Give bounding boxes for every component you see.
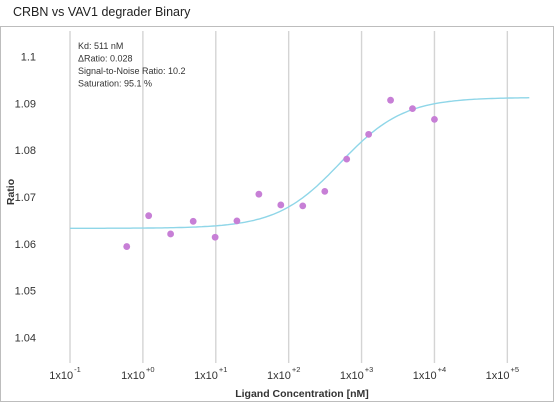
- data-point: [431, 115, 438, 123]
- data-point: [167, 230, 175, 238]
- chart-frame: 1.04 1.05 1.06 1.07 1.08 1.09 1.1 1x10-1 1x10+0…: [0, 26, 554, 402]
- data-point: [299, 202, 307, 210]
- y-tick-label: 1.06: [15, 239, 36, 251]
- annotation-line: Signal-to-Noise Ratio: 10.2: [78, 66, 186, 76]
- x-axis-label: Ligand Concentration [nM]: [235, 388, 369, 400]
- annotation-box: Kd: 511 nM ΔRatio: 0.028 Signal-to-Noise R…: [78, 41, 186, 89]
- data-points: [123, 96, 438, 250]
- y-tick-label: 1.04: [15, 332, 36, 344]
- annotation-line: Saturation: 95.1 %: [78, 79, 152, 89]
- data-point: [387, 96, 394, 104]
- data-point: [321, 187, 329, 195]
- y-tick-label: 1.09: [15, 98, 36, 110]
- y-tick-label: 1.07: [15, 192, 36, 204]
- y-axis-label: Ratio: [5, 179, 17, 205]
- x-tick-label: 1x10+4: [413, 365, 446, 382]
- x-tick-labels: 1x10-1 1x10+0 1x10+1 1x10+2 1x10+3 1x10+4 1x10…: [49, 365, 519, 382]
- data-point: [189, 217, 197, 225]
- data-point: [277, 201, 285, 209]
- data-point: [211, 233, 219, 241]
- grid-lines: [69, 31, 509, 363]
- x-tick-label: 1x10-1: [49, 365, 81, 382]
- data-point: [123, 243, 131, 250]
- y-tick-label: 1.08: [15, 145, 36, 157]
- x-tick-label: 1x10+3: [340, 365, 373, 382]
- chart-title: CRBN vs VAV1 degrader Binary: [13, 5, 191, 19]
- x-tick-label: 1x10+1: [194, 365, 227, 382]
- fit-curve: [70, 97, 530, 229]
- data-point: [343, 155, 351, 163]
- data-point: [255, 190, 263, 198]
- data-point: [365, 130, 373, 138]
- fit-curve-group: [70, 97, 530, 229]
- x-tick-label: 1x10+5: [486, 365, 519, 382]
- annotation-line: ΔRatio: 0.028: [78, 54, 133, 64]
- y-tick-label: 1.1: [21, 52, 36, 64]
- data-point: [145, 212, 153, 220]
- annotation-line: Kd: 511 nM: [78, 41, 123, 51]
- x-tick-label: 1x10+0: [121, 365, 154, 382]
- x-tick-label: 1x10+2: [267, 365, 300, 382]
- y-tick-label: 1.05: [15, 286, 36, 298]
- data-point: [233, 217, 241, 225]
- data-point: [409, 105, 416, 113]
- y-tick-labels: 1.04 1.05 1.06 1.07 1.08 1.09 1.1: [15, 52, 36, 345]
- chart-plot: 1.04 1.05 1.06 1.07 1.08 1.09 1.1 1x10-1 1x10+0…: [5, 31, 530, 400]
